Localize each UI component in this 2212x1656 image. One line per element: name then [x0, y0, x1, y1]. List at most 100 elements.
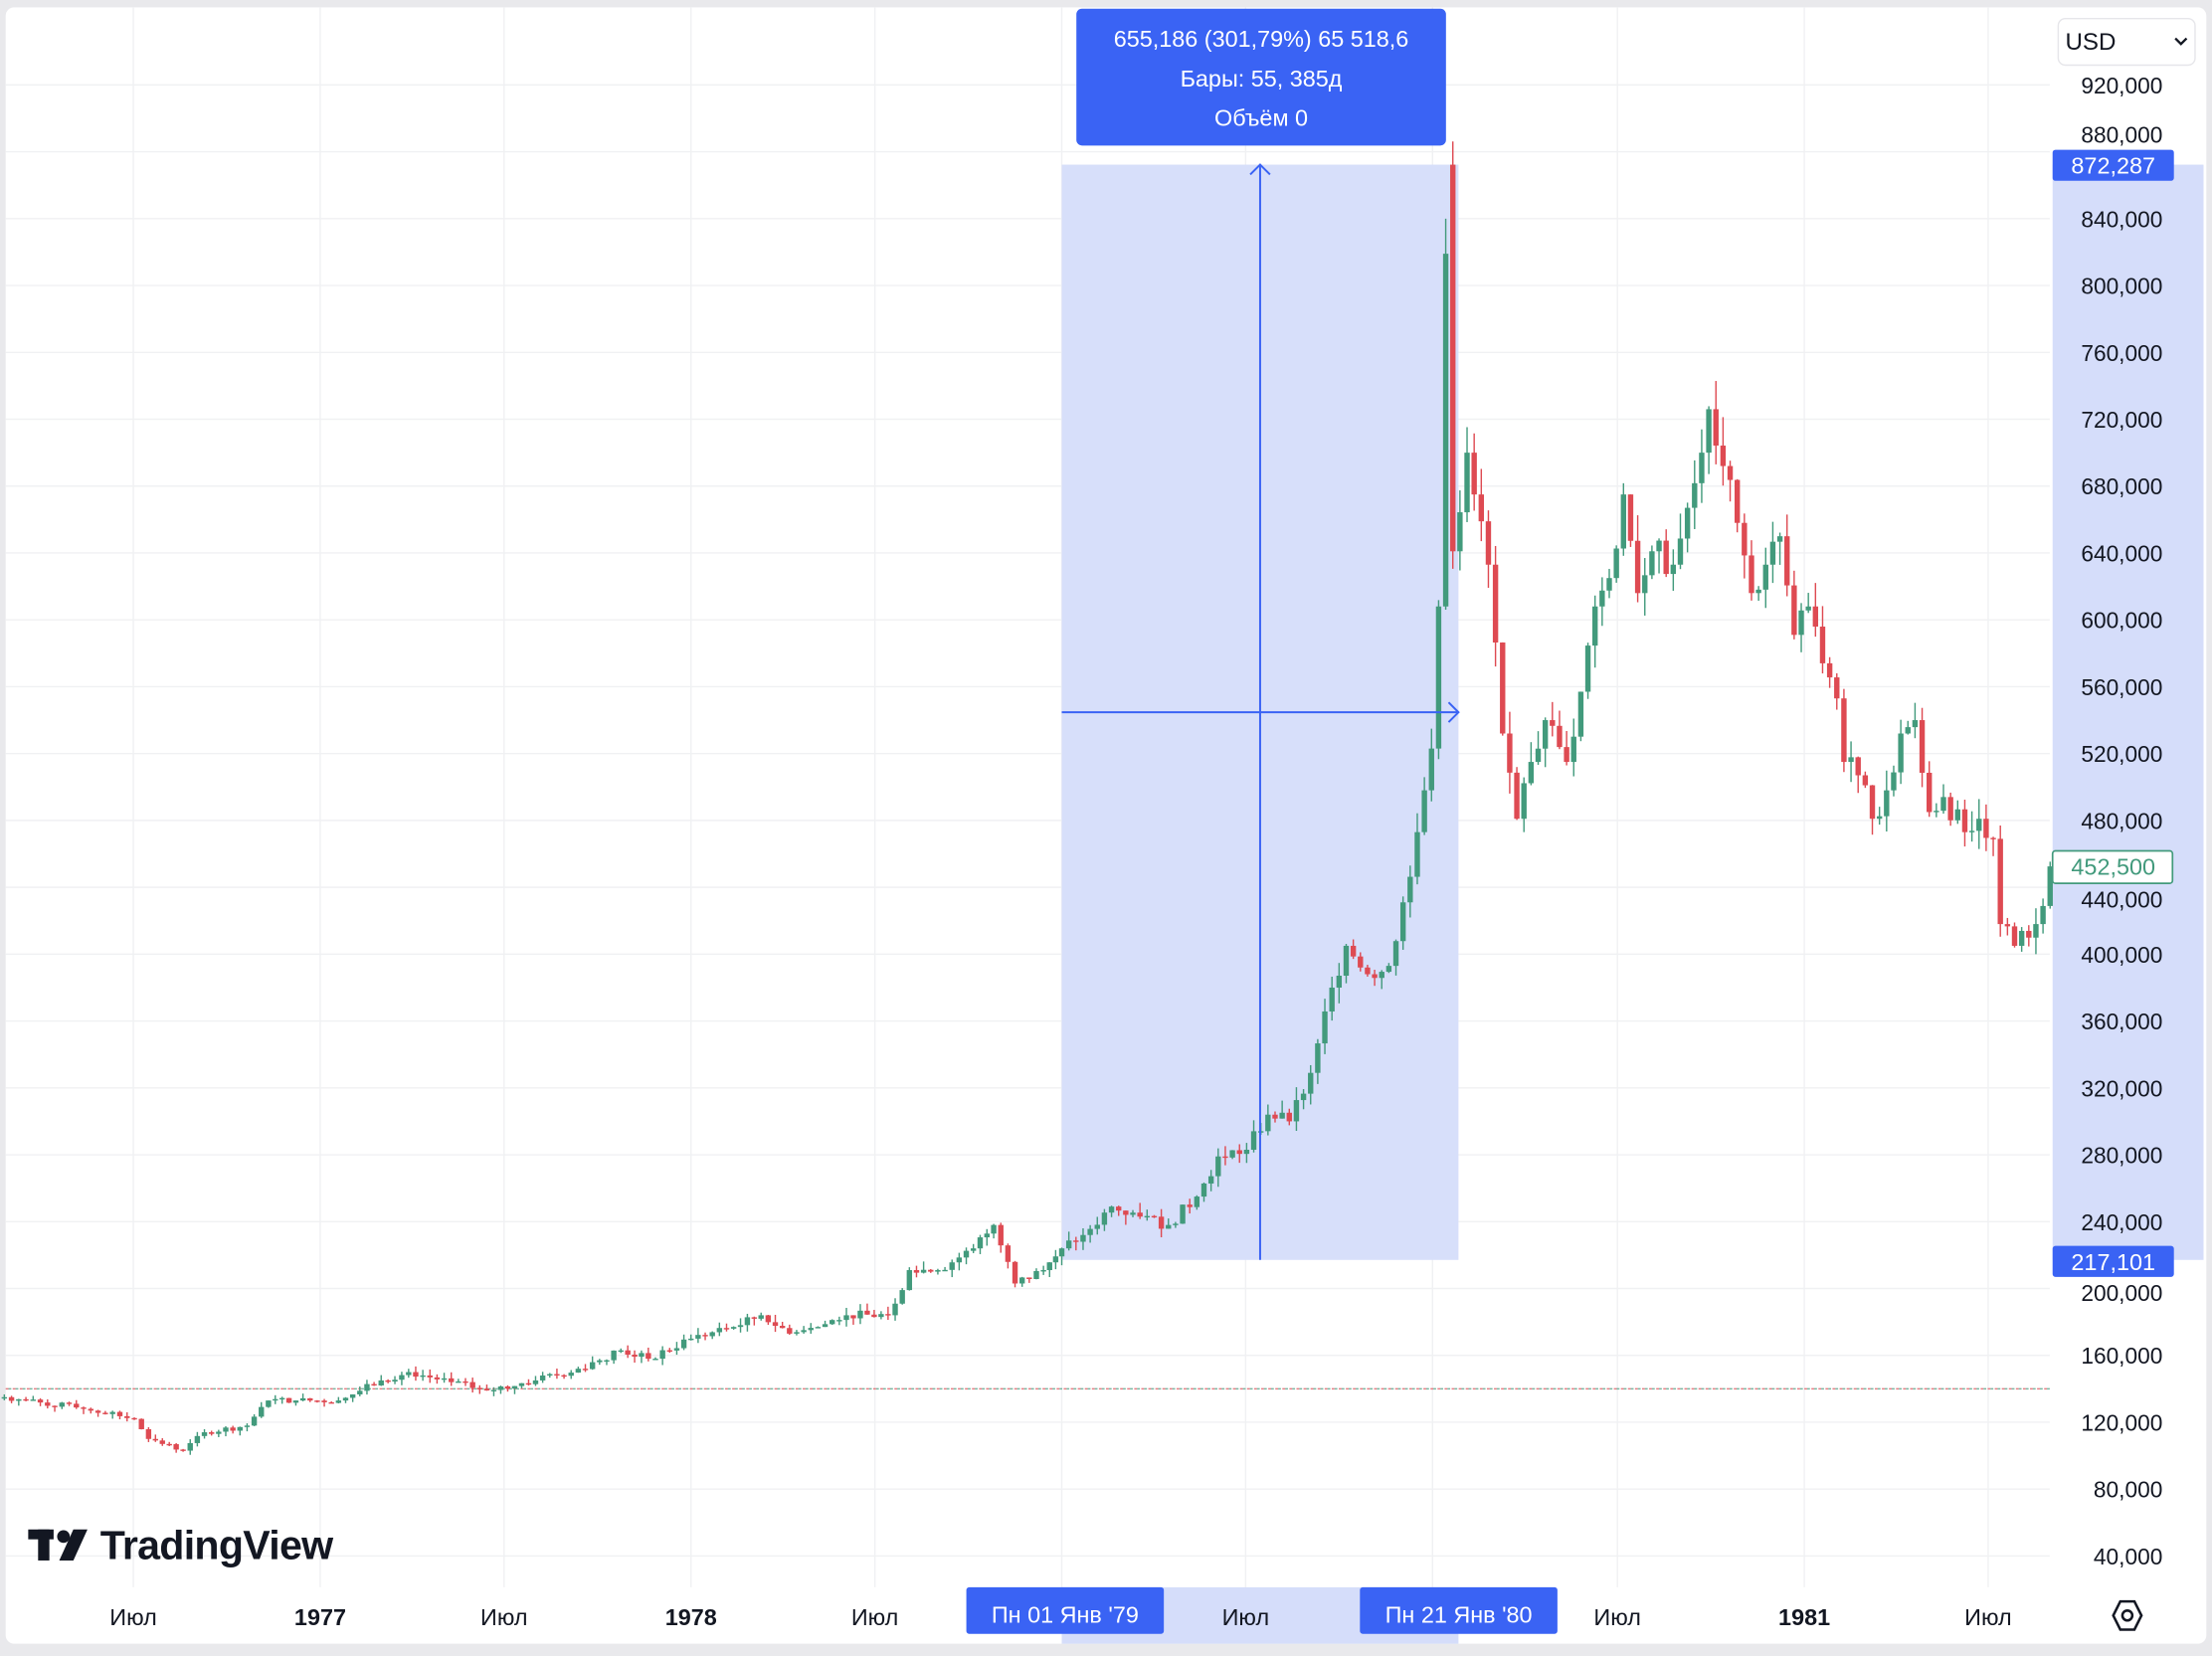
candle-body: [899, 1290, 905, 1304]
candle: [173, 1442, 179, 1453]
candle: [1065, 1231, 1072, 1251]
candle: [1236, 1144, 1242, 1164]
candle: [913, 1265, 920, 1278]
svg-text:217,101: 217,101: [2071, 1249, 2155, 1275]
candle: [1315, 1038, 1321, 1084]
candle: [1557, 710, 1563, 750]
candle-body: [1108, 1206, 1115, 1213]
candle-body: [1776, 536, 1783, 542]
candle-body: [292, 1400, 299, 1403]
candle-body: [30, 1399, 37, 1401]
candle: [1151, 1214, 1158, 1218]
candle: [1087, 1224, 1093, 1243]
candle-body: [666, 1350, 672, 1352]
candle-body: [194, 1435, 201, 1443]
candle-body: [673, 1348, 680, 1351]
candle-body: [1358, 956, 1364, 968]
candle: [1464, 427, 1470, 522]
candle-body: [266, 1400, 272, 1407]
candle: [618, 1348, 624, 1354]
candle: [688, 1334, 694, 1341]
candle-body: [1005, 1245, 1012, 1262]
candle-body: [45, 1402, 51, 1406]
candle-body: [1399, 902, 1406, 942]
candle: [772, 1314, 779, 1333]
candle: [1046, 1262, 1052, 1277]
candle: [1805, 593, 1811, 614]
candle: [575, 1367, 582, 1374]
candle-body: [1542, 720, 1549, 749]
candle-body: [1656, 540, 1662, 552]
currency-select[interactable]: USD: [2057, 17, 2196, 67]
candle-body: [1869, 785, 1876, 820]
candle-body: [259, 1406, 265, 1417]
candle: [1990, 836, 1996, 856]
candle: [1052, 1249, 1059, 1270]
candle-body: [371, 1383, 377, 1386]
candle-body: [1862, 775, 1869, 786]
candle: [1634, 515, 1641, 603]
candle: [977, 1234, 984, 1254]
candle: [16, 1398, 22, 1406]
candle: [208, 1430, 215, 1436]
candle-body: [2033, 924, 2039, 938]
candle-body: [299, 1397, 306, 1401]
candle-body: [2040, 905, 2046, 925]
candle: [1166, 1218, 1172, 1229]
candle-body: [597, 1360, 603, 1363]
candle: [1300, 1089, 1307, 1110]
candle: [314, 1399, 320, 1403]
candle: [251, 1413, 258, 1426]
candle-body: [779, 1326, 786, 1329]
candle-body: [1983, 819, 1989, 838]
candle-body: [251, 1416, 258, 1426]
candle: [920, 1261, 927, 1274]
price-axis[interactable]: 920,000 880,000 840,000 800,000 760,000 720,0…: [2081, 73, 2162, 1569]
price-tick-label: 80,000: [2094, 1477, 2162, 1503]
candle: [385, 1379, 391, 1383]
candle: [1, 1393, 8, 1400]
candle: [1905, 720, 1911, 735]
candle: [124, 1411, 130, 1422]
candle: [801, 1326, 807, 1334]
candle-body: [364, 1383, 370, 1391]
candle-body: [935, 1270, 941, 1272]
candle: [1912, 702, 1919, 739]
time-axis[interactable]: Июл 1977 Июл 1978 Июл Июл Июл 1981 Июл: [109, 1604, 2011, 1630]
candle: [187, 1439, 193, 1455]
candle-body: [378, 1380, 384, 1385]
candle: [321, 1398, 327, 1407]
candle: [1428, 728, 1434, 802]
candle: [1599, 577, 1605, 627]
candle: [604, 1359, 610, 1366]
tradingview-logo[interactable]: TradingView: [28, 1523, 335, 1568]
candle: [1243, 1143, 1250, 1164]
candle-body: [1329, 987, 1335, 1012]
hexagon-gear-icon[interactable]: [2112, 1599, 2143, 1631]
candle-body: [1123, 1210, 1129, 1215]
candle-body: [1990, 837, 1996, 839]
candle-body: [124, 1415, 130, 1418]
candle-body: [392, 1380, 398, 1382]
candle-body: [1379, 972, 1384, 979]
candle-body: [1734, 479, 1741, 523]
candle-body: [52, 1405, 58, 1407]
price-tick-label: 400,000: [2081, 942, 2162, 968]
measure-tooltip: 655,186 (301,79%) 65 518,6 Бары: 55, 385…: [1076, 8, 1446, 146]
horizontal-arrow-head: [1447, 701, 1460, 723]
candle: [307, 1397, 313, 1402]
candle-body: [1784, 536, 1790, 586]
candle-body: [349, 1393, 356, 1398]
candle-body: [730, 1327, 737, 1329]
candle: [1094, 1216, 1100, 1235]
candle-body: [223, 1427, 229, 1432]
time-tick-label: Июл: [1964, 1604, 2012, 1630]
candle-body: [1471, 453, 1477, 495]
candle-body: [2018, 930, 2025, 946]
candle-body: [659, 1350, 665, 1360]
candle: [259, 1401, 265, 1418]
candle-body: [1500, 642, 1506, 734]
candle: [942, 1266, 948, 1272]
candle-body: [1173, 1223, 1179, 1225]
